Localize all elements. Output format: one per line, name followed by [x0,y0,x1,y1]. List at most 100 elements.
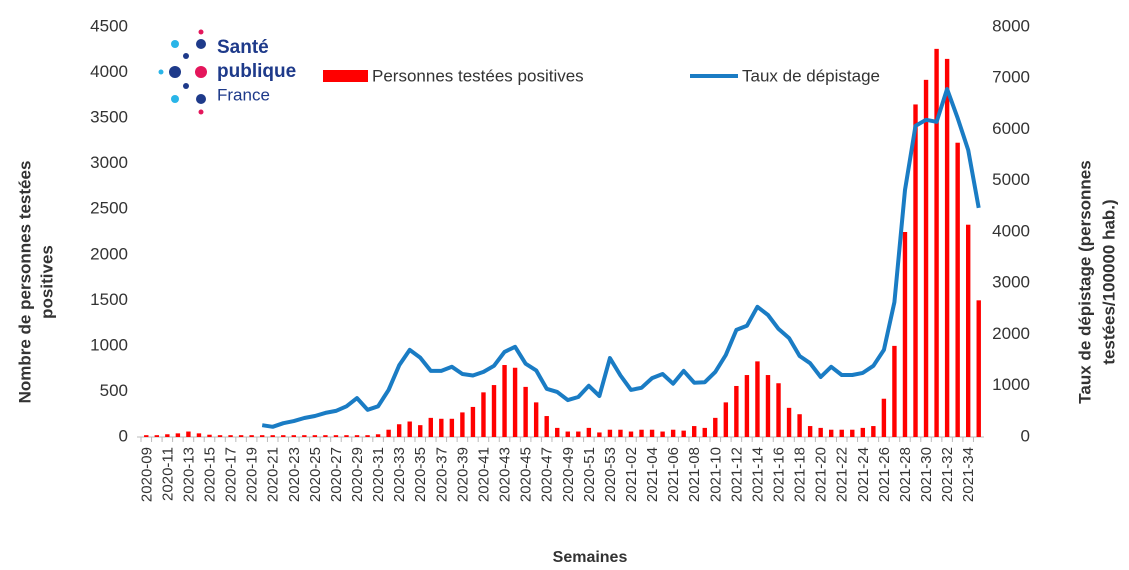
x-tick-label: 2021-10 [707,447,724,502]
bar [902,232,908,437]
y2-tick-label: 1000 [992,375,1030,394]
bar [312,435,318,437]
x-tick-label: 2020-51 [581,447,598,502]
bar [713,417,718,437]
x-tick-label: 2020-31 [370,447,387,502]
logo-dot [158,69,164,75]
bar [649,429,655,437]
bar [407,421,412,437]
bar [144,435,149,437]
y2-tick-label: 8000 [992,16,1030,35]
bar [502,365,507,437]
y2-tick-label: 2000 [992,324,1030,343]
bar [291,435,296,437]
bar [259,435,265,437]
bar [618,429,623,437]
bar [829,429,834,437]
bar [586,427,592,437]
bar [734,385,739,437]
x-tick-label: 2020-47 [539,447,556,502]
bar [818,427,823,437]
bar [755,361,760,437]
bar [913,104,918,437]
y-axis-title-line: Nombre de personnes testées [15,161,34,404]
bar [670,429,676,437]
y-tick-label: 2500 [90,199,128,218]
bar [449,418,455,437]
bar [639,429,644,437]
bar [523,386,528,437]
y-axis-title: Nombre de personnes testées positives [15,161,56,404]
bar [196,433,202,437]
bar [965,224,971,437]
bar [418,425,423,437]
logo-dot [195,66,207,78]
y-tick-label: 4500 [90,16,128,35]
bar [944,58,950,438]
bar [281,435,286,437]
y-tick-label: 3500 [90,108,128,127]
logo-dot [196,94,206,104]
y2-axis-title: Taux de dépistage (personnes testées/100… [1075,160,1118,403]
bar [576,431,581,437]
logo-dot [171,95,179,103]
bar [302,435,307,437]
bar [892,345,897,437]
y2-tick-label: 5000 [992,170,1030,189]
bar [597,432,602,437]
bar [839,429,844,437]
x-tick-label: 2021-28 [897,447,914,502]
bar [175,433,181,437]
bar [323,435,328,437]
logo-dot [183,53,189,59]
bar [681,430,686,437]
x-tick-label: 2020-23 [286,447,303,502]
x-tick-label: 2020-35 [412,447,429,502]
logo-text: publique [217,61,296,82]
bar [249,435,254,437]
bar [628,431,634,437]
bar [565,431,570,437]
bar [375,434,381,437]
bar [386,429,391,437]
x-tick-label: 2021-30 [918,447,935,502]
bar [923,79,929,437]
x-tick-label: 2021-24 [855,447,872,502]
x-tick-label: 2020-53 [602,447,619,502]
bar [396,424,402,437]
y-tick-label: 500 [100,381,128,400]
bar [428,417,433,437]
bar [955,142,960,437]
y-tick-label: 1000 [90,335,128,354]
bar [344,435,349,437]
x-tick-label: 2020-11 [159,447,176,501]
logo-text: France [217,85,270,104]
y-axis-title-line: positives [37,245,56,319]
x-tick-label: 2020-37 [433,447,450,502]
bar [797,414,802,437]
x-tick-label: 2021-20 [813,447,830,502]
x-tick-label: 2020-39 [454,447,471,502]
logo: Santé publique France [158,29,296,115]
y2-axis-title-line: testées/100000 hab.) [1099,199,1118,364]
bar [807,426,813,437]
x-axis-title: Semaines [553,549,628,566]
y2-tick-label: 6000 [992,119,1030,138]
bar [217,435,223,437]
x-tick-label: 2020-41 [475,447,492,502]
bar [470,406,476,437]
x-tick-label: 2020-19 [244,447,261,502]
y-tick-label: 3000 [90,153,128,172]
bar [533,402,539,437]
x-tick-label: 2021-14 [749,447,766,502]
y-tick-label: 0 [119,426,128,445]
bar [481,392,486,437]
bar [976,300,981,437]
y-tick-label: 2000 [90,244,128,263]
x-tick-label: 2020-17 [223,447,240,502]
bar [786,407,792,437]
x-tick-label: 2021-18 [792,447,809,502]
logo-dot [198,29,204,35]
bar [850,429,855,437]
